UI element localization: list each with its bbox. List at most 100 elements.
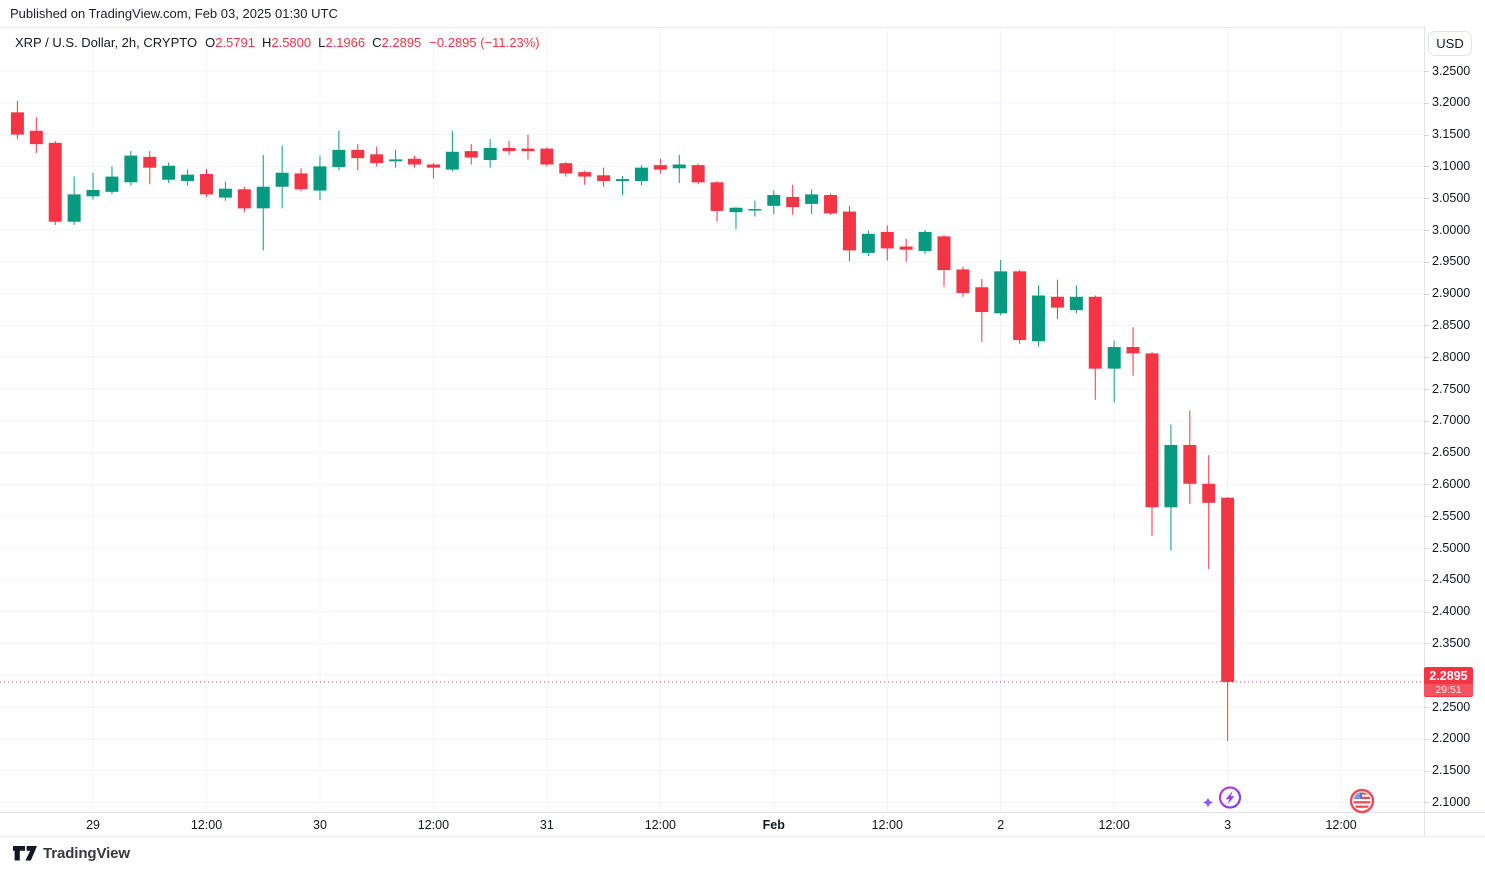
candle-body (824, 195, 838, 214)
price-axis-label: 2.8000 (1432, 349, 1471, 364)
candle-body (805, 194, 819, 204)
candle-body (540, 148, 554, 165)
candle-body (29, 130, 43, 145)
candle-body (975, 287, 989, 313)
price-axis-tick (1424, 579, 1429, 581)
candle-body (105, 176, 119, 192)
candle-body (1126, 347, 1140, 354)
price-axis-label: 3.1000 (1432, 158, 1471, 173)
time-axis-label: Feb (762, 818, 785, 832)
candle-body (294, 173, 308, 190)
last-price-value: 2.2895 (1429, 668, 1468, 683)
ohlc-pair: L2.1966 (318, 35, 366, 50)
candle-body (256, 186, 270, 209)
price-axis-tick (1424, 389, 1429, 390)
time-axis-label: 12:00 (1098, 818, 1130, 832)
candle-body (408, 158, 422, 165)
candle-body (181, 174, 195, 182)
candle-body (899, 246, 913, 250)
price-axis-label: 2.9500 (1432, 254, 1471, 269)
candle-body (218, 188, 232, 198)
candle-body (842, 211, 856, 251)
candle-body (729, 207, 743, 213)
candle-body (880, 231, 894, 249)
price-axis-tick (1424, 134, 1429, 136)
price-axis-label: 2.9000 (1432, 286, 1471, 301)
price-axis-tick (1424, 420, 1429, 422)
candle-body (483, 147, 497, 161)
candle-body (86, 189, 100, 197)
candle-body (445, 151, 459, 170)
price-axis-tick (1424, 484, 1429, 486)
candle-body (237, 189, 251, 209)
last-price-tag: 2.2895 29:51 (1424, 666, 1473, 697)
candle-body (275, 172, 289, 187)
candle-body (351, 149, 365, 159)
price-axis-label: 2.1500 (1432, 763, 1471, 778)
price-axis-label: 2.2000 (1432, 731, 1471, 746)
candle-body (370, 154, 384, 164)
currency-usd-button[interactable]: USD (1428, 31, 1472, 56)
price-axis-tick (1424, 738, 1429, 740)
price-axis-label: 2.7500 (1432, 381, 1471, 396)
price-axis-tick (1424, 802, 1429, 804)
time-axis-label: 12:00 (644, 818, 676, 832)
candle-body (597, 175, 611, 182)
price-axis-tick (1424, 102, 1429, 104)
price-axis-label: 3.2500 (1432, 63, 1471, 78)
price-axis-label: 3.1500 (1432, 127, 1471, 142)
candle-body (426, 164, 440, 168)
candle-body (937, 236, 951, 271)
candle-body (1183, 444, 1197, 484)
lightning-circle-icon[interactable] (1202, 780, 1242, 816)
candle-body (389, 159, 403, 162)
candle-body (1088, 296, 1102, 369)
change-value: −0.2895 (−11.23%) (429, 35, 540, 50)
ohlc-pair: O2.5791 (205, 35, 255, 50)
price-axis-tick (1424, 548, 1429, 549)
price-axis-tick (1424, 643, 1429, 645)
candle-body (861, 233, 875, 253)
candle-body (578, 172, 592, 177)
price-axis-label: 2.3500 (1432, 635, 1471, 650)
time-axis-separator (0, 812, 1485, 813)
candle-body (1164, 444, 1178, 508)
price-axis-label: 2.4500 (1432, 572, 1471, 587)
price-axis-tick (1424, 325, 1429, 327)
candle-body (1069, 296, 1083, 311)
price-axis-label: 2.5500 (1432, 508, 1471, 523)
price-axis-label: 2.8500 (1432, 317, 1471, 332)
header-separator (0, 27, 1424, 28)
candle-countdown: 29:51 (1424, 683, 1473, 696)
price-axis-label: 3.0000 (1432, 222, 1471, 237)
price-axis-tick (1424, 770, 1429, 772)
time-axis-label: 31 (539, 818, 554, 832)
tradingview-logo-icon (13, 846, 37, 861)
time-axis-label: 30 (313, 818, 327, 832)
candle-body (672, 164, 686, 169)
price-axis-label: 2.4000 (1432, 604, 1471, 619)
candle-body (634, 167, 648, 182)
price-axis-label: 2.2500 (1432, 699, 1471, 714)
candle-body (502, 147, 516, 152)
time-axis-bottom-line (0, 836, 1485, 837)
price-axis-tick (1424, 230, 1429, 231)
time-axis-label: 29 (86, 818, 100, 832)
candle-body (653, 165, 667, 170)
candlestick-chart (0, 27, 1424, 812)
price-axis-tick (1424, 452, 1429, 454)
candle-body (1050, 296, 1064, 308)
candlestick-chart-area[interactable] (0, 27, 1424, 812)
price-axis-separator (1424, 27, 1425, 837)
candle-body (200, 174, 213, 195)
candle-body (67, 194, 81, 222)
price-axis-tick (1424, 198, 1429, 200)
time-axis-label: 12:00 (190, 818, 223, 832)
price-axis-label: 2.6000 (1432, 476, 1471, 491)
price-axis-label: 2.6500 (1432, 445, 1471, 460)
price-axis-tick (1424, 611, 1429, 613)
candle-body (691, 165, 705, 183)
us-flag-icon[interactable] (1349, 788, 1375, 814)
ohlc-pair: H2.5800 (261, 35, 312, 50)
tradingview-logo[interactable]: TradingView (13, 845, 130, 862)
